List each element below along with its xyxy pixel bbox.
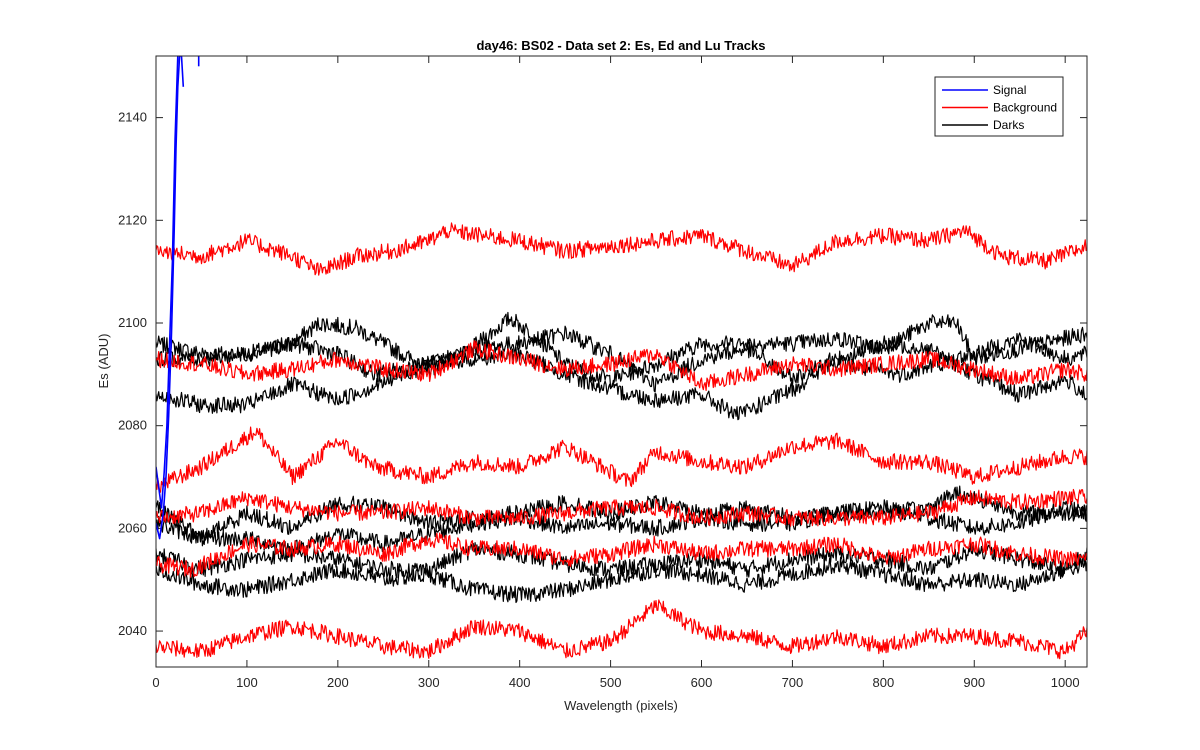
series-line-background-1: [156, 340, 1087, 391]
y-tick-label: 2100: [118, 315, 147, 330]
y-tick-label: 2120: [118, 212, 147, 227]
series-line-darks-6: [156, 556, 1087, 604]
x-tick-label: 400: [509, 675, 531, 690]
x-tick-label: 200: [327, 675, 349, 690]
legend-label-signal: Signal: [993, 83, 1026, 97]
x-tick-label: 900: [963, 675, 985, 690]
x-tick-label: 100: [236, 675, 258, 690]
x-tick-label: 0: [152, 675, 159, 690]
legend-label-darks: Darks: [993, 118, 1024, 132]
series-line-background-0: [156, 222, 1087, 276]
y-axis-label: Es (ADU): [96, 334, 111, 389]
y-tick-label: 2140: [118, 110, 147, 125]
series-line-darks-2: [156, 335, 1087, 421]
x-axis-label: Wavelength (pixels): [564, 698, 678, 713]
y-tick-label: 2060: [118, 520, 147, 535]
series-line-signal-1: [156, 56, 179, 509]
x-tick-label: 500: [600, 675, 622, 690]
series-line-background-3: [156, 488, 1087, 527]
series-line-signal-0: [156, 56, 185, 540]
series-line-darks-5: [156, 542, 1087, 579]
x-tick-label: 300: [418, 675, 440, 690]
plot-lines: [156, 56, 1087, 660]
plot-frame: [155, 55, 1088, 668]
legend: Signal Background Darks: [934, 76, 1064, 137]
legend-label-background: Background: [993, 101, 1057, 115]
legend-box: [934, 76, 1064, 137]
x-tick-label: 600: [691, 675, 713, 690]
x-tick-label: 700: [782, 675, 804, 690]
series-line-background-2: [156, 426, 1087, 493]
axis-ticks: 0 100 200 300 400 500 600 700 800 900 1000 2040 2060…: [118, 56, 1087, 690]
chart-title: day46: BS02 - Data set 2: Es, Ed and Lu …: [476, 38, 765, 53]
y-tick-label: 2040: [118, 623, 147, 638]
series-line-darks-4: [156, 499, 1087, 557]
series-line-background-5: [156, 599, 1087, 660]
series-line-background-4: [156, 532, 1087, 578]
series-line-darks-0: [156, 311, 1087, 388]
x-tick-label: 1000: [1051, 675, 1080, 690]
y-tick-label: 2080: [118, 418, 147, 433]
x-tick-label: 800: [872, 675, 894, 690]
